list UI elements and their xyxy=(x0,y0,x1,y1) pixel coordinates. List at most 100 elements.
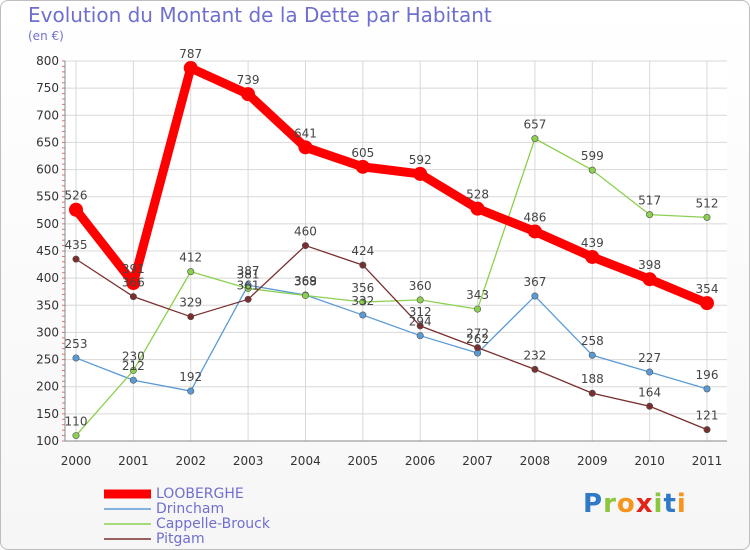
series-line-pitgam xyxy=(75,244,708,431)
data-label: 398 xyxy=(638,258,661,272)
data-point xyxy=(69,202,83,217)
data-label: 230 xyxy=(122,349,145,363)
data-point xyxy=(244,295,252,303)
data-point xyxy=(700,296,714,311)
logo-letter: i xyxy=(653,489,664,519)
logo-letter: r xyxy=(603,489,617,519)
y-tick-label: 400 xyxy=(36,271,59,285)
series-line-drincham xyxy=(75,284,708,392)
x-tick-label: 2011 xyxy=(692,454,723,468)
proxiti-logo: Proxiti xyxy=(583,489,687,519)
x-tick-label: 2008 xyxy=(520,454,551,468)
data-point xyxy=(129,366,137,374)
data-point xyxy=(416,296,424,304)
data-point xyxy=(531,135,539,143)
data-label: 605 xyxy=(351,146,374,160)
x-tick-label: 2005 xyxy=(348,454,379,468)
x-tick-label: 2003 xyxy=(233,454,264,468)
data-label: 657 xyxy=(523,118,546,132)
data-point xyxy=(126,276,141,291)
data-label: 188 xyxy=(581,372,604,386)
data-point xyxy=(72,354,80,362)
data-point xyxy=(187,313,195,321)
data-label: 528 xyxy=(466,188,489,202)
logo-letter: i xyxy=(676,489,687,519)
y-unit-label: (en €) xyxy=(28,29,64,43)
data-label: 599 xyxy=(581,149,604,163)
x-tick-label: 2010 xyxy=(634,454,665,468)
data-point xyxy=(531,365,539,373)
data-label: 121 xyxy=(696,409,719,423)
data-point xyxy=(298,140,313,155)
data-label: 329 xyxy=(179,296,202,310)
data-label: 110 xyxy=(65,415,88,429)
data-point xyxy=(72,255,80,263)
x-tick-label: 2004 xyxy=(290,454,321,468)
data-label: 258 xyxy=(581,334,604,348)
y-tick-label: 150 xyxy=(36,407,59,421)
data-label: 424 xyxy=(351,244,374,258)
data-point xyxy=(474,305,482,313)
data-point xyxy=(72,432,80,440)
data-label: 486 xyxy=(523,210,546,224)
data-point xyxy=(642,272,657,287)
y-tick-label: 500 xyxy=(36,217,59,231)
data-point xyxy=(129,293,137,301)
data-label: 212 xyxy=(122,359,145,373)
data-label: 368 xyxy=(294,275,317,289)
y-tick-label: 650 xyxy=(36,135,59,149)
data-label: 512 xyxy=(696,196,719,210)
y-tick-label: 600 xyxy=(36,163,59,177)
data-point xyxy=(187,387,195,395)
data-label: 356 xyxy=(351,281,374,295)
data-point xyxy=(646,211,654,219)
y-tick-label: 700 xyxy=(36,108,59,122)
data-label: 387 xyxy=(237,264,260,278)
data-label: 360 xyxy=(409,279,432,293)
legend-label: Cappelle-Brouck xyxy=(156,516,270,532)
data-label: 460 xyxy=(294,225,317,239)
data-label: 366 xyxy=(122,276,145,290)
data-label: 164 xyxy=(638,385,661,399)
data-point xyxy=(241,87,256,102)
data-label: 262 xyxy=(466,332,489,346)
y-tick-label: 450 xyxy=(36,244,59,258)
data-point xyxy=(588,166,596,174)
legend-label: Drincham xyxy=(156,501,225,517)
data-label: 272 xyxy=(466,327,489,341)
data-point xyxy=(531,292,539,300)
x-tick-label: 2000 xyxy=(61,454,92,468)
y-tick-label: 200 xyxy=(36,380,59,394)
data-label: 192 xyxy=(179,370,202,384)
x-tick-label: 2002 xyxy=(175,454,206,468)
data-label: 391 xyxy=(122,262,145,276)
data-point xyxy=(355,159,370,174)
data-point xyxy=(187,268,195,276)
y-tick-label: 750 xyxy=(36,81,59,95)
data-point xyxy=(703,385,711,393)
data-label: 517 xyxy=(638,194,661,208)
data-label: 253 xyxy=(65,337,88,351)
data-label: 787 xyxy=(179,47,202,61)
data-label: 381 xyxy=(237,267,260,281)
data-point xyxy=(301,242,309,250)
data-label: 367 xyxy=(523,275,546,289)
logo-letter: x xyxy=(635,489,654,519)
data-point xyxy=(703,213,711,221)
data-point xyxy=(183,61,198,76)
data-label: 439 xyxy=(581,236,604,250)
data-label: 526 xyxy=(65,189,88,203)
y-tick-label: 550 xyxy=(36,190,59,204)
data-point xyxy=(646,368,654,376)
data-point xyxy=(703,426,711,434)
data-label: 332 xyxy=(351,294,374,308)
y-tick-label: 100 xyxy=(36,434,59,448)
y-tick-label: 350 xyxy=(36,298,59,312)
data-label: 196 xyxy=(696,368,719,382)
data-label: 227 xyxy=(638,351,661,365)
data-point xyxy=(416,332,424,340)
data-point xyxy=(359,298,367,306)
x-tick-label: 2001 xyxy=(118,454,149,468)
